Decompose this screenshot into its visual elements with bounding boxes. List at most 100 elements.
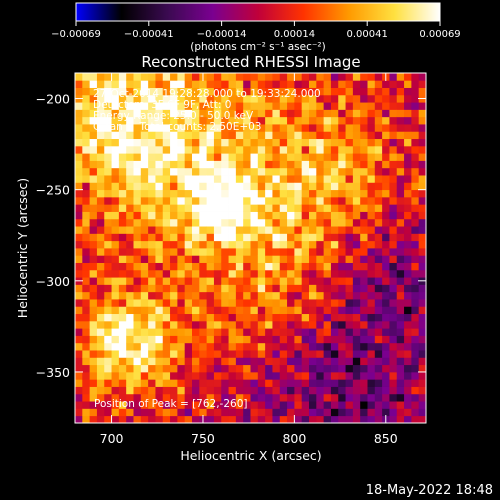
heatmap-cell — [352, 335, 361, 344]
heatmap-cell — [96, 408, 105, 417]
heatmap-cell — [206, 73, 215, 81]
heatmap-cell — [396, 269, 405, 278]
heatmap-cell — [301, 284, 310, 293]
heatmap-cell — [104, 313, 112, 322]
heatmap-cell — [155, 233, 164, 242]
heatmap-cell — [330, 87, 339, 96]
heatmap-cell — [389, 189, 398, 198]
heatmap-cell — [382, 218, 390, 227]
heatmap-cell — [221, 357, 229, 366]
heatmap-cell — [287, 211, 295, 220]
heatmap-cell — [206, 269, 215, 278]
heatmap-cell — [199, 408, 208, 417]
heatmap-cell — [411, 226, 420, 234]
heatmap-cell — [404, 357, 412, 366]
heatmap-cell — [389, 299, 398, 307]
heatmap-cell — [199, 306, 208, 315]
heatmap-cell — [352, 299, 361, 307]
heatmap-cell — [396, 313, 405, 322]
heatmap-cell — [382, 248, 390, 256]
heatmap-cell — [243, 182, 251, 191]
heatmap-cell — [294, 299, 303, 307]
heatmap-cell — [338, 189, 346, 198]
heatmap-cell — [82, 335, 91, 344]
heatmap-cell — [206, 277, 215, 285]
heatmap-cell — [96, 73, 105, 81]
heatmap-cell — [133, 182, 142, 191]
heatmap-cell — [235, 364, 244, 373]
heatmap-cell — [133, 386, 142, 395]
heatmap-cell — [243, 175, 251, 183]
heatmap-cell — [323, 73, 332, 81]
heatmap-cell — [294, 255, 303, 263]
heatmap-cell — [352, 401, 361, 409]
heatmap-cell — [301, 226, 310, 234]
heatmap-cell — [148, 233, 156, 242]
heatmap-cell — [170, 291, 178, 300]
heatmap-cell — [96, 124, 105, 132]
heatmap-cell — [213, 313, 222, 322]
heatmap-cell — [133, 116, 142, 125]
heatmap-cell — [170, 240, 178, 249]
heatmap-cell — [96, 306, 105, 315]
heatmap-cell — [96, 131, 105, 140]
heatmap-cell — [111, 255, 120, 263]
heatmap-cell — [199, 284, 208, 293]
heatmap-cell — [345, 240, 354, 249]
heatmap-cell — [140, 131, 149, 140]
heatmap-cell — [323, 175, 332, 183]
heatmap-cell — [199, 189, 208, 198]
heatmap-cell — [96, 167, 105, 176]
heatmap-cell — [287, 284, 295, 293]
heatmap-cell — [228, 255, 237, 263]
heatmap-cell — [155, 320, 164, 329]
heatmap-cell — [352, 342, 361, 351]
heatmap-cell — [170, 248, 178, 256]
heatmap-cell — [330, 94, 339, 103]
heatmap-cell — [96, 386, 105, 395]
heatmap-cell — [287, 116, 295, 125]
heatmap-cell — [75, 109, 83, 118]
heatmap-cell — [250, 313, 259, 322]
heatmap-cell — [126, 364, 134, 373]
heatmap-cell — [279, 350, 288, 358]
heatmap-cell — [126, 342, 134, 351]
heatmap-cell — [228, 196, 237, 205]
heatmap-cell — [374, 393, 383, 402]
heatmap-cell — [82, 153, 91, 161]
heatmap-cell — [279, 284, 288, 293]
heatmap-cell — [162, 87, 171, 96]
heatmap-cell — [309, 262, 317, 271]
heatmap-cell — [184, 364, 193, 373]
heatmap-cell — [265, 124, 273, 132]
heatmap-cell — [338, 233, 346, 242]
heatmap-cell — [287, 124, 295, 132]
heatmap-cell — [287, 87, 295, 96]
heatmap-cell — [404, 218, 412, 227]
heatmap-cell — [118, 284, 127, 293]
heatmap-cell — [250, 401, 259, 409]
heatmap-cell — [338, 371, 346, 380]
heatmap-cell — [374, 167, 383, 176]
heatmap-cell — [140, 94, 149, 103]
heatmap-cell — [213, 350, 222, 358]
heatmap-cell — [345, 167, 354, 176]
heatmap-cell — [221, 284, 229, 293]
heatmap-cell — [206, 335, 215, 344]
heatmap-cell — [104, 145, 112, 154]
annotation-counts: Clean Total counts: 2.50E+03 — [93, 121, 262, 133]
heatmap-cell — [294, 277, 303, 285]
colorbar-tick-label: 0.00069 — [419, 29, 460, 40]
heatmap-cell — [279, 415, 288, 423]
heatmap-cell — [213, 145, 222, 154]
heatmap-cell — [404, 204, 412, 212]
heatmap-cell — [111, 335, 120, 344]
heatmap-cell — [345, 160, 354, 169]
heatmap-cell — [418, 269, 426, 278]
heatmap-cell — [155, 182, 164, 191]
heatmap-cell — [287, 320, 295, 329]
heatmap-cell — [126, 415, 134, 423]
heatmap-cell — [96, 364, 105, 373]
heatmap-cell — [75, 175, 83, 183]
heatmap-cell — [148, 364, 156, 373]
